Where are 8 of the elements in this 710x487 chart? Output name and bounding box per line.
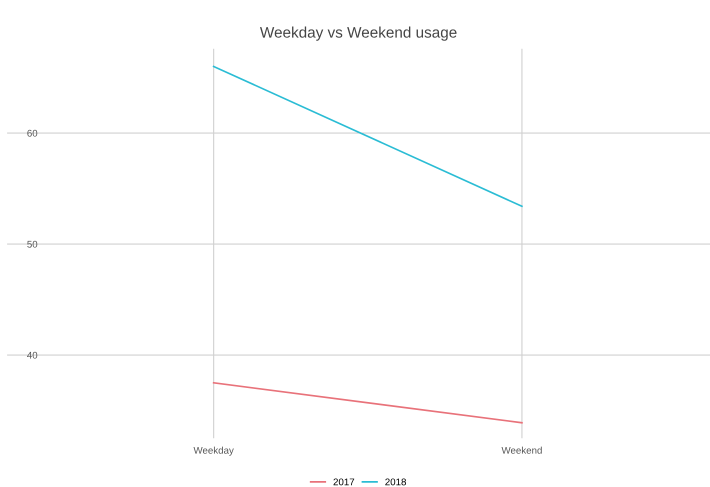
legend-label: 2017 [334, 478, 354, 486]
x-tick-label: Weekend [502, 446, 542, 454]
legend-label: 2018 [385, 478, 406, 486]
y-tick-label: 60 [27, 130, 38, 137]
y-tick-label: 40 [27, 352, 38, 359]
y-tick-label: 50 [27, 240, 38, 248]
x-tick-label: Weekday [194, 446, 234, 456]
chart-title: Weekday vs Weekend usage [260, 26, 457, 41]
